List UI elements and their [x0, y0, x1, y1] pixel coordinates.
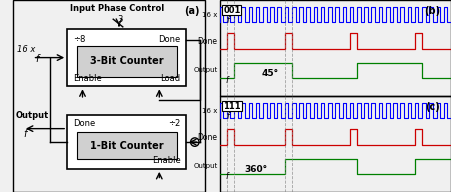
FancyBboxPatch shape	[67, 29, 186, 86]
Text: Input Phase Control: Input Phase Control	[70, 4, 164, 13]
FancyBboxPatch shape	[77, 46, 177, 77]
Text: 111: 111	[223, 102, 241, 111]
Text: f: f	[23, 129, 26, 139]
Text: (b): (b)	[424, 6, 440, 16]
Text: Done: Done	[198, 37, 217, 46]
Text: f: f	[36, 54, 39, 64]
Text: (a): (a)	[184, 6, 200, 16]
Text: 360°: 360°	[244, 165, 267, 174]
Text: (c): (c)	[425, 102, 440, 112]
Text: 16 x: 16 x	[202, 108, 217, 113]
Text: f: f	[226, 76, 228, 85]
Text: 3-Bit Counter: 3-Bit Counter	[90, 56, 163, 66]
Text: f: f	[227, 16, 230, 25]
Text: Done: Done	[73, 119, 95, 128]
Text: 16 x: 16 x	[202, 12, 217, 17]
Text: Output: Output	[15, 111, 49, 120]
Text: 1-Bit Counter: 1-Bit Counter	[90, 141, 163, 151]
Text: Output: Output	[193, 163, 217, 169]
Text: Done: Done	[158, 35, 180, 44]
Bar	[220, 0, 451, 96]
FancyBboxPatch shape	[77, 132, 177, 159]
Text: Load: Load	[160, 74, 180, 83]
Text: Enable: Enable	[73, 74, 101, 83]
Text: 3: 3	[117, 15, 122, 24]
FancyBboxPatch shape	[67, 115, 186, 169]
Text: Done: Done	[198, 133, 217, 142]
Text: Output: Output	[193, 67, 217, 73]
Text: 16 x: 16 x	[17, 45, 36, 54]
Text: ÷2: ÷2	[168, 119, 180, 128]
Text: f: f	[226, 172, 228, 181]
Text: ÷8: ÷8	[73, 35, 85, 44]
Text: Enable: Enable	[152, 156, 180, 165]
Text: 45°: 45°	[262, 69, 279, 78]
Text: 001: 001	[223, 6, 241, 15]
Text: f: f	[227, 112, 230, 121]
Bar	[220, 96, 451, 192]
